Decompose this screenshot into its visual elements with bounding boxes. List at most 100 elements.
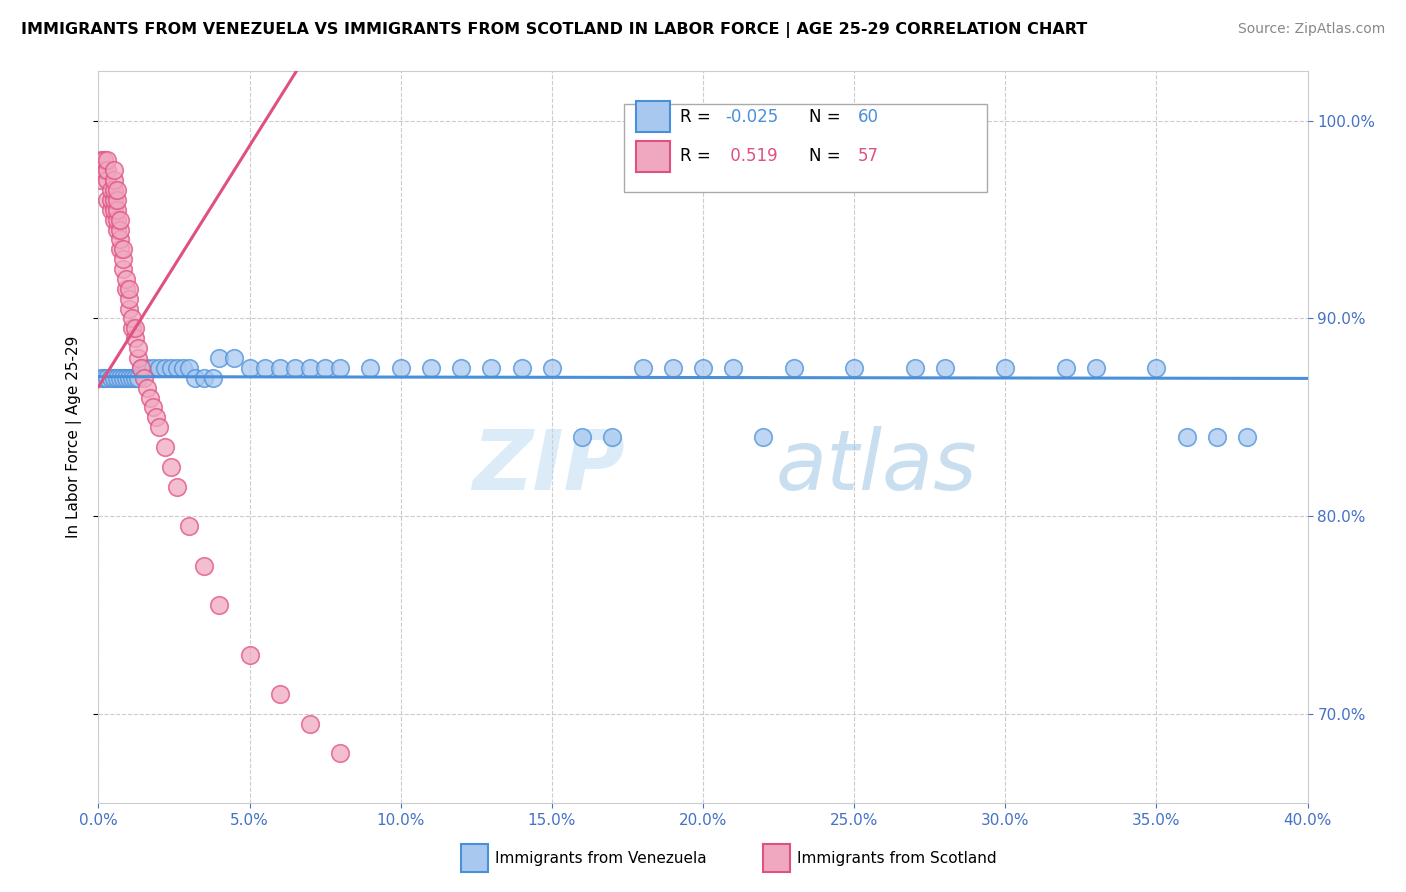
Bar bbox=[461, 845, 488, 872]
Point bbox=[135, 381, 157, 395]
Point bbox=[108, 222, 131, 236]
Point bbox=[124, 321, 146, 335]
Point bbox=[692, 360, 714, 375]
Point bbox=[124, 371, 146, 385]
Point bbox=[1085, 360, 1108, 375]
Point bbox=[100, 202, 122, 217]
Point bbox=[100, 193, 122, 207]
Point bbox=[571, 430, 593, 444]
Point bbox=[184, 371, 207, 385]
Point bbox=[103, 163, 125, 178]
Point bbox=[179, 360, 201, 375]
Point bbox=[166, 479, 188, 493]
Point bbox=[100, 183, 122, 197]
Point bbox=[105, 222, 128, 236]
Point bbox=[510, 360, 533, 375]
Point bbox=[139, 391, 162, 405]
Bar bbox=[763, 845, 790, 872]
Point bbox=[153, 440, 176, 454]
Text: IMMIGRANTS FROM VENEZUELA VS IMMIGRANTS FROM SCOTLAND IN LABOR FORCE | AGE 25-29: IMMIGRANTS FROM VENEZUELA VS IMMIGRANTS … bbox=[21, 22, 1087, 38]
Point bbox=[1144, 360, 1167, 375]
Point bbox=[114, 371, 136, 385]
Point bbox=[450, 360, 472, 375]
Bar bbox=[637, 102, 671, 132]
Text: Immigrants from Venezuela: Immigrants from Venezuela bbox=[495, 851, 707, 866]
Point bbox=[105, 202, 128, 217]
Point bbox=[108, 212, 131, 227]
Point bbox=[253, 360, 276, 375]
Point bbox=[103, 183, 125, 197]
Point bbox=[193, 558, 215, 573]
Text: 57: 57 bbox=[858, 147, 879, 165]
Point bbox=[93, 371, 115, 385]
Point bbox=[121, 321, 143, 335]
Point bbox=[118, 371, 141, 385]
Point bbox=[1236, 430, 1258, 444]
Point bbox=[153, 360, 176, 375]
Point bbox=[481, 360, 503, 375]
Point bbox=[844, 360, 866, 375]
Point bbox=[179, 519, 201, 533]
Point bbox=[132, 371, 155, 385]
Point bbox=[783, 360, 806, 375]
Point bbox=[723, 360, 745, 375]
Bar bbox=[637, 141, 671, 171]
Point bbox=[135, 360, 157, 375]
Point bbox=[299, 716, 322, 731]
Point bbox=[118, 292, 141, 306]
Text: ZIP: ZIP bbox=[472, 425, 624, 507]
Point bbox=[127, 341, 149, 355]
Point bbox=[142, 360, 165, 375]
Point bbox=[111, 252, 134, 267]
Point bbox=[124, 331, 146, 345]
Point bbox=[160, 459, 183, 474]
Point bbox=[389, 360, 412, 375]
Point bbox=[100, 371, 122, 385]
Point bbox=[904, 360, 927, 375]
Point bbox=[208, 598, 231, 612]
Point bbox=[108, 232, 131, 246]
FancyBboxPatch shape bbox=[624, 104, 987, 192]
Text: R =: R = bbox=[681, 147, 716, 165]
Point bbox=[602, 430, 624, 444]
Text: -0.025: -0.025 bbox=[724, 108, 778, 126]
Point bbox=[93, 153, 115, 168]
Point bbox=[103, 212, 125, 227]
Point bbox=[103, 173, 125, 187]
Point bbox=[314, 360, 336, 375]
Point bbox=[329, 747, 352, 761]
Point bbox=[105, 193, 128, 207]
Point bbox=[127, 371, 149, 385]
Point bbox=[111, 371, 134, 385]
Point bbox=[148, 420, 170, 434]
Point bbox=[114, 282, 136, 296]
Point bbox=[269, 687, 291, 701]
Point bbox=[1175, 430, 1198, 444]
Point bbox=[96, 193, 118, 207]
Point bbox=[90, 371, 112, 385]
Point bbox=[129, 360, 152, 375]
Point bbox=[121, 371, 143, 385]
Point bbox=[142, 401, 165, 415]
Point bbox=[148, 360, 170, 375]
Point bbox=[103, 202, 125, 217]
Point bbox=[193, 371, 215, 385]
Point bbox=[1054, 360, 1077, 375]
Point bbox=[208, 351, 231, 365]
Point bbox=[118, 282, 141, 296]
Point bbox=[105, 212, 128, 227]
Point bbox=[239, 360, 262, 375]
Point bbox=[96, 163, 118, 178]
Text: Source: ZipAtlas.com: Source: ZipAtlas.com bbox=[1237, 22, 1385, 37]
Point bbox=[111, 242, 134, 256]
Point bbox=[114, 272, 136, 286]
Text: N =: N = bbox=[810, 108, 846, 126]
Point bbox=[160, 360, 183, 375]
Point bbox=[420, 360, 443, 375]
Point bbox=[103, 193, 125, 207]
Point bbox=[132, 360, 155, 375]
Text: atlas: atlas bbox=[776, 425, 977, 507]
Point bbox=[129, 360, 152, 375]
Text: 0.519: 0.519 bbox=[724, 147, 778, 165]
Point bbox=[661, 360, 683, 375]
